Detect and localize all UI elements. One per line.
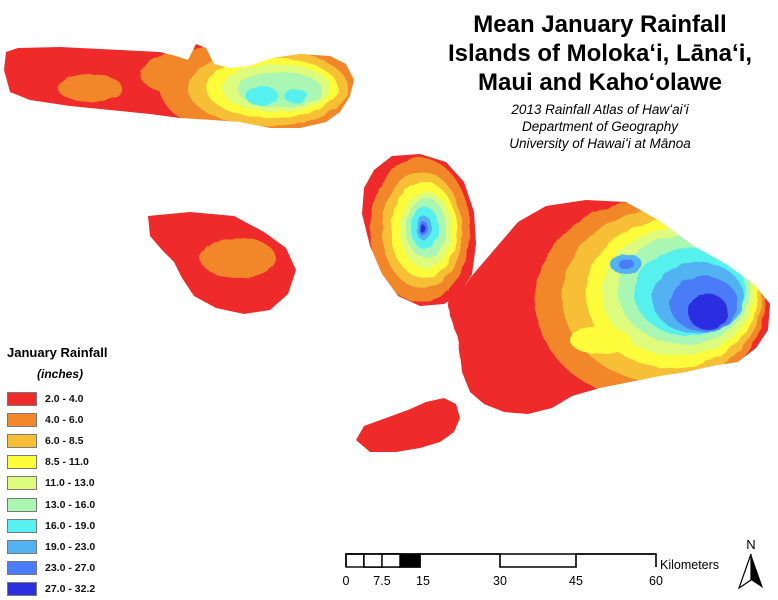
legend-row: 13.0 - 16.0 (7, 494, 157, 515)
legend-swatch (7, 412, 37, 427)
subtitle-line-3: University of Hawaiʻi at Mānoa (509, 136, 691, 151)
legend-swatch (7, 539, 37, 554)
legend-swatch (7, 433, 37, 448)
legend-swatch (7, 476, 37, 491)
lanai-island[interactable] (140, 205, 305, 320)
subtitle-line-2: Department of Geography (521, 119, 679, 134)
legend-label: 23.0 - 27.0 (45, 562, 96, 575)
map-title-line-3: Maui and Kahoʻolawe (477, 69, 723, 96)
legend-row: 19.0 - 23.0 (7, 536, 157, 557)
legend-rows: 2.0 - 4.0 4.0 - 6.0 6.0 - 8.5 8.5 - 11.0 11.… (7, 388, 157, 600)
scale-tick-30: 30 (493, 574, 507, 588)
legend-swatch (7, 391, 37, 406)
legend-row: 27.0 - 32.2 (7, 579, 157, 600)
legend-swatch (7, 518, 37, 533)
legend-row: 11.0 - 13.0 (7, 473, 157, 494)
legend-row: 16.0 - 19.0 (7, 515, 157, 536)
west-maui[interactable] (355, 150, 485, 315)
scale-tick-15: 15 (416, 574, 430, 588)
map-title-line-2: Islands of Molokaʻi, Lānaʻi, (447, 40, 753, 67)
legend-label: 13.0 - 16.0 (45, 498, 96, 511)
legend-label: 6.0 - 8.5 (45, 434, 84, 447)
map-title-block: Mean January Rainfall Islands of Molokaʻ… (420, 10, 778, 152)
north-arrow: N (737, 537, 763, 590)
legend-swatch (7, 497, 37, 512)
legend-title: January Rainfall (7, 345, 108, 360)
legend-swatch (7, 561, 37, 576)
legend-label: 4.0 - 6.0 (45, 413, 84, 426)
legend-row: 8.5 - 11.0 (7, 452, 157, 473)
north-arrow-label: N (746, 537, 755, 552)
legend-label: 11.0 - 13.0 (45, 477, 95, 490)
legend-label: 27.0 - 32.2 (45, 583, 96, 596)
scale-tick-0: 0 (343, 574, 350, 588)
legend-row: 4.0 - 6.0 (7, 409, 157, 430)
molokini-islet (466, 378, 472, 381)
legend-row: 2.0 - 4.0 (7, 388, 157, 409)
legend-units: (inches) (37, 367, 84, 381)
legend-row: 23.0 - 27.0 (7, 558, 157, 579)
scale-tick-60: 60 (649, 574, 663, 588)
scale-unit-label: Kilometers (660, 558, 719, 572)
molokai-island[interactable] (0, 30, 360, 140)
legend-label: 16.0 - 19.0 (45, 519, 96, 532)
kahoolawe-island[interactable] (350, 395, 465, 460)
map-subtitle: 2013 Rainfall Atlas of Hawʻaiʻi Departme… (420, 101, 778, 152)
scale-bar: 0 7.5 15 30 45 60 Kilometers (343, 553, 719, 588)
scale-tick-7-5: 7.5 (373, 574, 390, 588)
legend-swatch (7, 455, 37, 470)
legend-label: 8.5 - 11.0 (45, 456, 89, 469)
scale-tick-45: 45 (569, 574, 583, 588)
legend-swatch (7, 582, 37, 597)
map-title-line-1: Mean January Rainfall (473, 11, 727, 38)
legend-label: 19.0 - 23.0 (45, 540, 96, 553)
subtitle-line-1: 2013 Rainfall Atlas of Hawʻaiʻi (511, 102, 689, 117)
east-maui[interactable] (450, 195, 778, 420)
legend-row: 6.0 - 8.5 (7, 430, 157, 451)
legend-label: 2.0 - 4.0 (45, 392, 84, 405)
rainfall-legend: January Rainfall (inches) 2.0 - 4.0 4.0 -… (7, 345, 157, 600)
